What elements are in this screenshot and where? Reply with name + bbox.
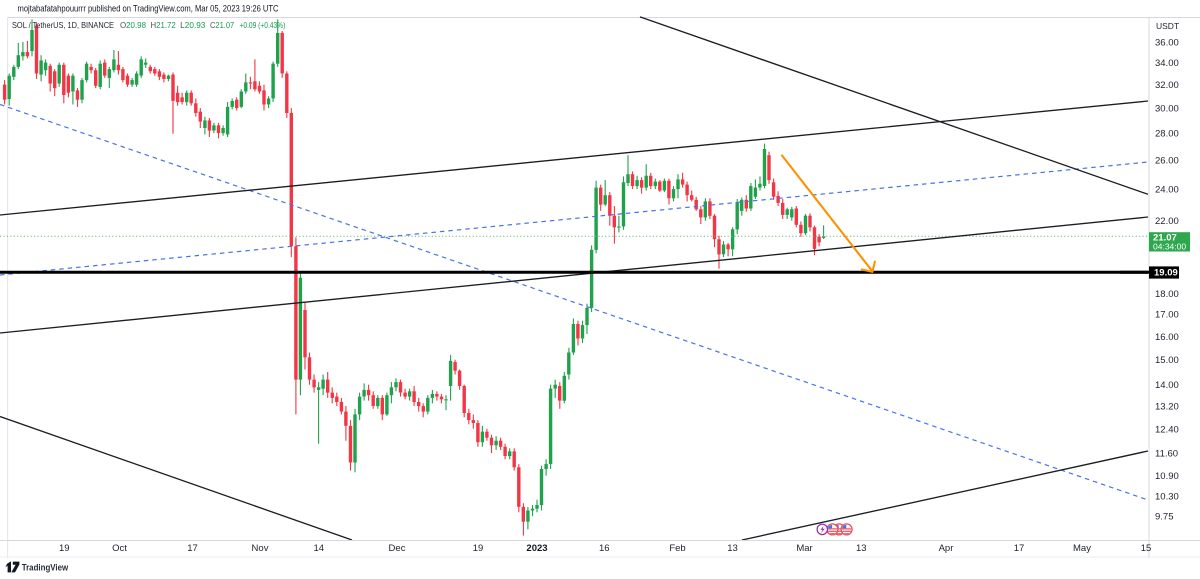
svg-text:2023: 2023 [526,543,547,554]
svg-text:C21.07: C21.07 [210,21,235,30]
svg-text:24.00: 24.00 [1155,185,1179,196]
svg-text:TradingView: TradingView [22,562,69,572]
svg-text:Feb: Feb [669,543,685,554]
svg-text:L20.93: L20.93 [180,21,206,30]
svg-text:30.00: 30.00 [1155,104,1179,115]
svg-text:22.00: 22.00 [1155,216,1179,227]
svg-text:34.00: 34.00 [1155,58,1179,69]
svg-text:14: 14 [313,543,324,554]
svg-text:36.00: 36.00 [1155,37,1179,48]
svg-text:O20.98: O20.98 [120,21,146,30]
svg-text:SOL / TetherUS, 1D, BINANCE: SOL / TetherUS, 1D, BINANCE [12,21,114,30]
svg-text:19: 19 [473,543,484,554]
svg-text:9.75: 9.75 [1155,512,1174,523]
svg-text:32.00: 32.00 [1155,80,1179,91]
svg-text:10.30: 10.30 [1155,492,1179,503]
svg-text:Apr: Apr [939,543,954,554]
svg-text:Nov: Nov [252,543,269,554]
svg-text:12.40: 12.40 [1155,424,1179,435]
svg-text:28.00: 28.00 [1155,129,1179,140]
svg-text:13.20: 13.20 [1155,402,1179,413]
svg-text:16: 16 [599,543,610,554]
svg-text:Mar: Mar [796,543,812,554]
svg-text:+0.09 (+0.43%): +0.09 (+0.43%) [240,21,286,30]
svg-text:Oct: Oct [112,543,127,554]
svg-text:21.07: 21.07 [1153,233,1177,244]
svg-text:14.00: 14.00 [1155,380,1179,391]
svg-text:17: 17 [187,543,198,554]
svg-text:mojtabafatahpouurrr published: mojtabafatahpouurrr published on Trading… [18,3,279,13]
svg-text:15: 15 [1141,543,1152,554]
svg-text:17.00: 17.00 [1155,310,1179,321]
svg-text:16.00: 16.00 [1155,332,1179,343]
svg-text:Dec: Dec [389,543,406,554]
svg-text:19: 19 [59,543,70,554]
svg-text:13: 13 [856,543,867,554]
svg-text:USDT: USDT [1156,21,1179,31]
svg-text:19.09: 19.09 [1154,268,1178,279]
svg-text:May: May [1073,543,1091,554]
svg-text:15.00: 15.00 [1155,355,1179,366]
svg-text:10.90: 10.90 [1155,471,1179,482]
svg-text:17: 17 [1014,543,1025,554]
svg-text:11.60: 11.60 [1155,449,1178,460]
svg-text:26.00: 26.00 [1155,156,1179,167]
svg-text:04:34:00: 04:34:00 [1153,242,1186,252]
svg-text:18.00: 18.00 [1155,289,1179,300]
svg-text:H21.72: H21.72 [151,21,177,30]
svg-text:13: 13 [727,543,738,554]
